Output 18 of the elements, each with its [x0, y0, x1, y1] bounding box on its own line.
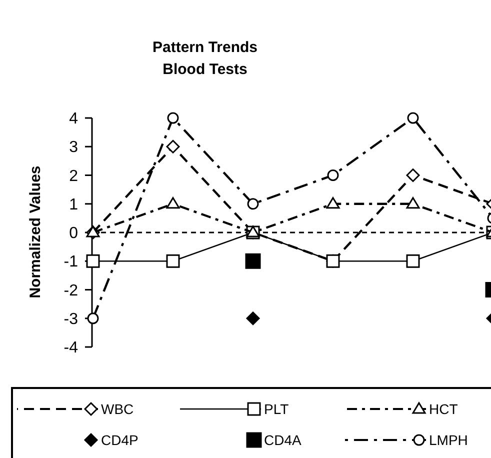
y-tick-label: 4: [69, 110, 78, 128]
legend-label: PLT: [264, 400, 290, 417]
y-tick-label: 3: [69, 139, 78, 156]
legend-label: CD4A: [264, 432, 302, 448]
y-tick-label: -3: [64, 310, 78, 328]
legend-label: CD4P: [101, 432, 138, 448]
chart-title: Pattern Trends: [152, 39, 258, 56]
y-tick-label: -4: [64, 340, 78, 357]
y-tick-label: 0: [69, 225, 78, 242]
y-axis-title: Normalized Values: [27, 166, 44, 298]
y-tick-label: -1: [64, 254, 78, 271]
y-tick-label: -2: [64, 282, 78, 300]
legend-label: WBC: [101, 400, 134, 417]
legend-label: HCT: [429, 400, 458, 417]
y-tick-label: 2: [69, 168, 78, 185]
y-tick-label: 1: [69, 196, 78, 214]
legend-label: LMPH: [429, 432, 468, 448]
chart-subtitle: Blood Tests: [162, 61, 248, 78]
